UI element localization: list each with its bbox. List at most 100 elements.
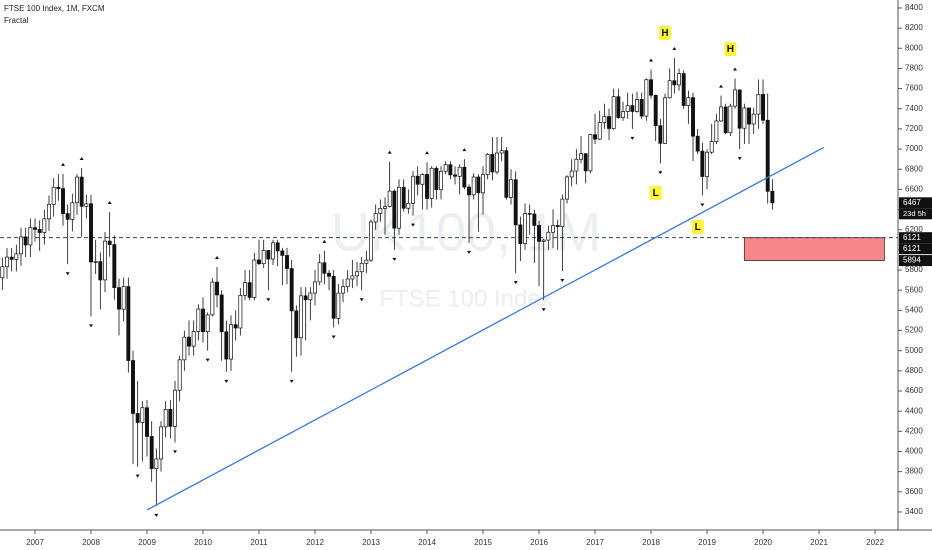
candle-body (317, 262, 322, 283)
fractal-up (107, 200, 112, 204)
y-tick-label: 5800 (905, 265, 923, 274)
candle-body (243, 282, 247, 296)
candle-body (187, 336, 191, 347)
fractal-down (173, 450, 178, 454)
fractal-down (560, 279, 565, 283)
candle-body (663, 97, 667, 144)
candle-body (275, 242, 280, 252)
x-tick-label: 2015 (474, 538, 492, 547)
candle-body (173, 389, 177, 427)
y-tick-label: 5200 (905, 326, 923, 335)
fractal-down (630, 136, 635, 140)
candle-body (261, 250, 266, 265)
candle-body (392, 190, 397, 229)
candle-body (602, 116, 607, 123)
candle-body (135, 413, 140, 423)
candle-body (373, 213, 378, 223)
x-tick-label: 2010 (194, 538, 212, 547)
candle-body (593, 134, 597, 140)
candle-body (28, 227, 33, 246)
candle-body (504, 150, 509, 198)
candle-body (191, 331, 196, 347)
candle-body (574, 158, 579, 172)
fractal-up (215, 256, 220, 260)
target-zone (743, 237, 885, 261)
candle-body (686, 97, 691, 106)
candle-body (709, 141, 714, 153)
fractal-down (266, 298, 271, 302)
y-tick-label: 7400 (905, 104, 923, 113)
candle-body (131, 360, 135, 414)
candle-body (658, 125, 663, 144)
candle-body (588, 134, 593, 172)
fractal-up (462, 148, 467, 152)
candle-body (616, 96, 621, 118)
annotation-label: L (653, 188, 659, 199)
candle-body (75, 176, 79, 204)
candle-body (681, 73, 686, 106)
candle-body (737, 89, 742, 129)
candle-body (327, 272, 331, 277)
candle-body (93, 261, 98, 263)
candle-body (70, 202, 75, 220)
candle-body (196, 308, 201, 332)
candle-body (630, 105, 635, 112)
candle-body (429, 167, 434, 199)
x-tick-label: 2016 (530, 538, 548, 547)
watermark-sub: FTSE 100 Index (379, 285, 552, 312)
candle-body (182, 336, 187, 361)
candle-body (345, 278, 350, 288)
candle-body (121, 286, 126, 310)
candle-body (266, 250, 271, 260)
candle-body (42, 218, 47, 233)
y-tick-label: 5000 (905, 346, 923, 355)
annotation-bg (659, 25, 672, 40)
fractal-up (61, 162, 66, 166)
fractal-down (541, 308, 546, 312)
candle-body (401, 186, 406, 209)
candle-body (369, 221, 373, 261)
candle-body (485, 154, 490, 175)
y-tick-label: 4000 (905, 447, 923, 456)
candle-body (653, 94, 658, 127)
candle-body (117, 287, 121, 310)
candle-body (611, 96, 616, 129)
candle-body (61, 188, 65, 214)
candle-body (23, 236, 28, 246)
candle-body (364, 259, 369, 264)
hline-price: 6121 (903, 233, 921, 242)
candle-body (98, 261, 103, 281)
candle-body (733, 89, 737, 107)
indicator-name: Fractal (4, 16, 29, 25)
candle-body (238, 294, 243, 329)
candle-body (154, 458, 159, 469)
x-tick-label: 2021 (810, 538, 828, 547)
candle-body (565, 176, 569, 200)
fractal-down (359, 298, 364, 302)
candle-body (350, 275, 355, 280)
candle-body (695, 135, 700, 152)
candle-body (285, 255, 289, 269)
candle-body (140, 407, 145, 423)
candle-body (443, 164, 448, 172)
candle-body (168, 408, 173, 427)
y-tick-label: 4400 (905, 406, 923, 415)
candle-body (37, 229, 42, 233)
x-tick-label: 2018 (642, 538, 660, 547)
candle-body (224, 331, 229, 360)
x-tick-label: 2007 (26, 538, 44, 547)
candle-body (308, 292, 313, 301)
fractal-down (154, 513, 159, 517)
annotation-label: H (661, 28, 668, 39)
candle-body (560, 198, 565, 227)
y-tick-label: 7000 (905, 144, 923, 153)
y-tick-label: 4600 (905, 386, 923, 395)
candle-body (434, 167, 439, 190)
candle-body (103, 240, 107, 281)
fractal-down (135, 474, 140, 478)
candle-body (425, 174, 429, 199)
y-tick-label: 3600 (905, 487, 923, 496)
candle-body (490, 154, 495, 173)
candle-body (406, 202, 411, 209)
candle-body (537, 225, 541, 242)
